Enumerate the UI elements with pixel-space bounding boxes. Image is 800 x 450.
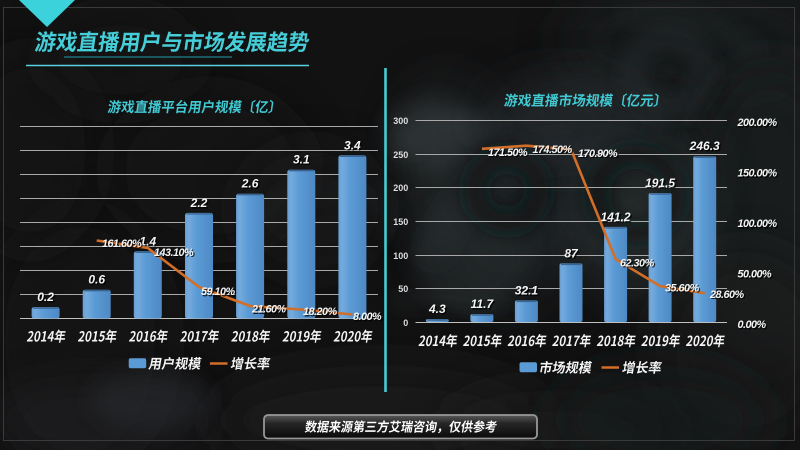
svg-text:28.60%: 28.60% xyxy=(709,289,745,301)
svg-text:250: 250 xyxy=(393,150,408,160)
svg-text:171.50%: 171.50% xyxy=(488,147,528,159)
svg-text:11.7: 11.7 xyxy=(471,297,495,311)
svg-text:4.3: 4.3 xyxy=(428,302,446,316)
svg-text:0.2: 0.2 xyxy=(37,290,54,304)
svg-text:150: 150 xyxy=(393,217,408,227)
svg-text:100.00%: 100.00% xyxy=(738,218,778,230)
svg-text:300: 300 xyxy=(393,116,408,126)
svg-text:32.1: 32.1 xyxy=(515,283,539,297)
svg-text:200: 200 xyxy=(393,183,408,193)
svg-text:0: 0 xyxy=(403,318,408,328)
svg-text:170.90%: 170.90% xyxy=(578,148,618,160)
svg-text:35.60%: 35.60% xyxy=(665,282,700,294)
svg-text:143.10%: 143.10% xyxy=(154,247,194,259)
svg-text:3.4: 3.4 xyxy=(344,138,361,152)
svg-text:150.00%: 150.00% xyxy=(738,168,778,180)
svg-text:141.2: 141.2 xyxy=(601,210,631,224)
svg-text:0.6: 0.6 xyxy=(88,273,105,287)
svg-text:174.50%: 174.50% xyxy=(533,144,573,156)
svg-text:62.30%: 62.30% xyxy=(620,257,655,269)
svg-text:59.10%: 59.10% xyxy=(201,286,236,298)
svg-text:200.00%: 200.00% xyxy=(737,117,778,129)
svg-text:87: 87 xyxy=(564,246,579,260)
svg-text:50: 50 xyxy=(398,284,408,294)
svg-text:246.3: 246.3 xyxy=(689,139,720,153)
svg-text:1.4: 1.4 xyxy=(139,234,156,248)
svg-text:2.2: 2.2 xyxy=(190,196,208,210)
svg-text:18.20%: 18.20% xyxy=(303,306,338,318)
svg-text:3.1: 3.1 xyxy=(293,153,310,167)
svg-text:21.60%: 21.60% xyxy=(251,303,287,315)
svg-text:191.5: 191.5 xyxy=(645,176,675,190)
svg-text:50.00%: 50.00% xyxy=(738,269,773,281)
svg-text:161.60%: 161.60% xyxy=(102,238,142,250)
svg-text:8.00%: 8.00% xyxy=(353,311,382,323)
svg-text:2.6: 2.6 xyxy=(241,177,259,191)
svg-text:0.00%: 0.00% xyxy=(738,319,767,331)
svg-text:100: 100 xyxy=(393,251,408,261)
